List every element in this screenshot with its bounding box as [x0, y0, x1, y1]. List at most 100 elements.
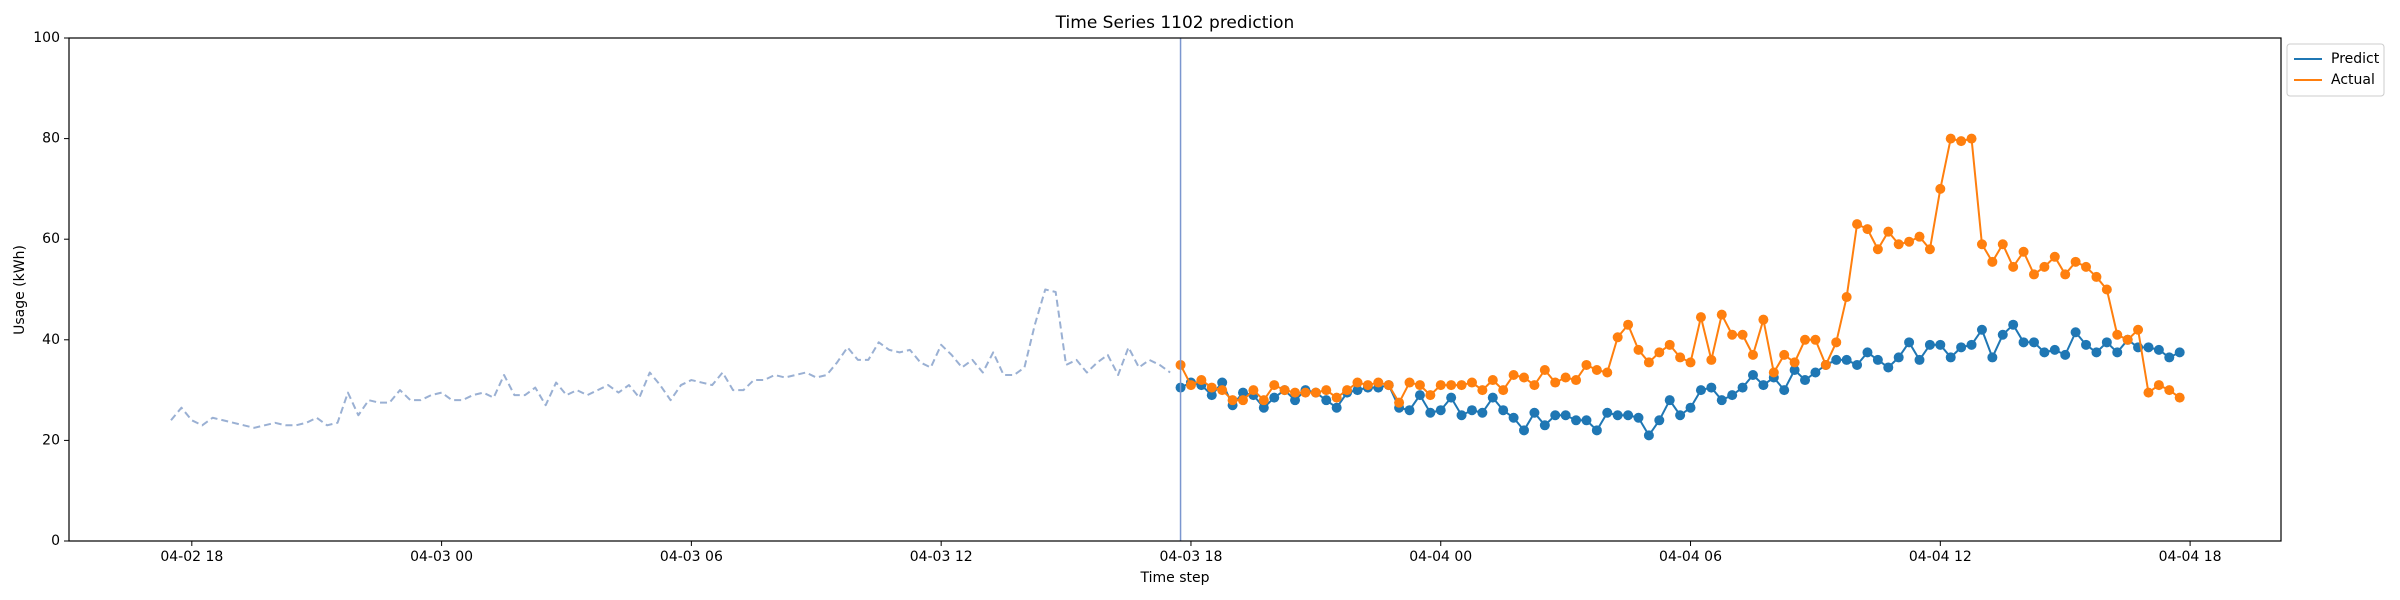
data-point [1602, 367, 1613, 378]
data-point [1872, 354, 1883, 365]
data-point [1779, 385, 1790, 396]
data-point [2164, 352, 2175, 363]
data-point [1935, 183, 1946, 194]
data-point [1924, 339, 1935, 350]
data-point [1706, 354, 1717, 365]
data-point [1976, 239, 1987, 250]
data-point [1831, 337, 1842, 348]
data-point [1914, 231, 1925, 242]
data-point [1373, 377, 1384, 388]
x-tick-label: 04-04 12 [1909, 549, 1972, 565]
series-line [170, 288, 1171, 429]
data-point [1414, 390, 1425, 401]
data-point [1591, 364, 1602, 375]
data-point [1196, 375, 1207, 386]
data-point [1987, 352, 1998, 363]
data-point [2101, 284, 2112, 295]
data-point [2081, 339, 2092, 350]
plot-frame [68, 37, 2282, 542]
data-point [1258, 402, 1269, 413]
x-tick-label: 04-02 18 [160, 549, 223, 565]
data-point [1747, 349, 1758, 360]
data-point [1290, 387, 1301, 398]
data-point [1560, 410, 1571, 421]
data-point [1550, 377, 1561, 388]
data-point [1425, 407, 1436, 418]
data-point [1529, 407, 1540, 418]
data-point [1321, 395, 1332, 406]
data-point [1831, 354, 1842, 365]
data-point [1414, 380, 1425, 391]
data-point [1779, 349, 1790, 360]
data-point [2008, 319, 2019, 330]
data-point [1852, 359, 1863, 370]
data-point [1841, 354, 1852, 365]
data-point [1862, 347, 1873, 358]
data-point [1466, 405, 1477, 416]
data-point [1206, 382, 1217, 393]
data-point [1477, 407, 1488, 418]
data-point [1185, 380, 1196, 391]
data-point [1945, 352, 1956, 363]
data-point [1300, 387, 1311, 398]
data-point [2164, 385, 2175, 396]
data-point [1269, 392, 1280, 403]
data-point [1456, 410, 1467, 421]
data-point [1237, 395, 1248, 406]
data-point [1685, 402, 1696, 413]
data-point [1539, 364, 1550, 375]
data-point [1425, 390, 1436, 401]
x-tick-label: 04-03 00 [410, 549, 473, 565]
data-point [1966, 133, 1977, 144]
data-point [1737, 382, 1748, 393]
data-point [1362, 380, 1373, 391]
data-point [2039, 347, 2050, 358]
data-point [1675, 410, 1686, 421]
data-point [1758, 380, 1769, 391]
data-point [1217, 377, 1228, 388]
data-point [1404, 377, 1415, 388]
data-point [1342, 385, 1353, 396]
data-point [1404, 405, 1415, 416]
data-point [1893, 352, 1904, 363]
data-point [1508, 370, 1519, 381]
data-point [1529, 380, 1540, 391]
data-point [1997, 329, 2008, 340]
data-point [1435, 405, 1446, 416]
data-point [1633, 344, 1644, 355]
data-point [1643, 357, 1654, 368]
data-point [1623, 410, 1634, 421]
data-point [2060, 349, 2071, 360]
data-point [1623, 319, 1634, 330]
data-point [1487, 392, 1498, 403]
data-point [1310, 387, 1321, 398]
data-point [1591, 425, 1602, 436]
data-point [1706, 382, 1717, 393]
data-point [1810, 334, 1821, 345]
data-point [1321, 385, 1332, 396]
x-tick-label: 04-03 12 [910, 549, 973, 565]
data-point [2081, 261, 2092, 272]
data-point [1258, 395, 1269, 406]
data-point [1768, 367, 1779, 378]
data-point [1269, 380, 1280, 391]
legend-label: Predict [2331, 51, 2380, 67]
series-line [1179, 137, 2181, 404]
data-point [1560, 372, 1571, 383]
data-point [1747, 370, 1758, 381]
data-point [2122, 334, 2133, 345]
data-point [2153, 380, 2164, 391]
chart-title: Time Series 1102 prediction [1055, 13, 1295, 33]
data-point [1331, 392, 1342, 403]
data-point [1519, 372, 1530, 383]
data-point [1435, 380, 1446, 391]
data-point [1394, 397, 1405, 408]
data-point [1581, 359, 1592, 370]
data-point [1883, 362, 1894, 373]
data-point [2008, 261, 2019, 272]
data-point [1695, 312, 1706, 323]
data-point [1237, 387, 1248, 398]
data-point [1227, 395, 1238, 406]
data-point [1206, 390, 1217, 401]
data-point [1602, 407, 1613, 418]
